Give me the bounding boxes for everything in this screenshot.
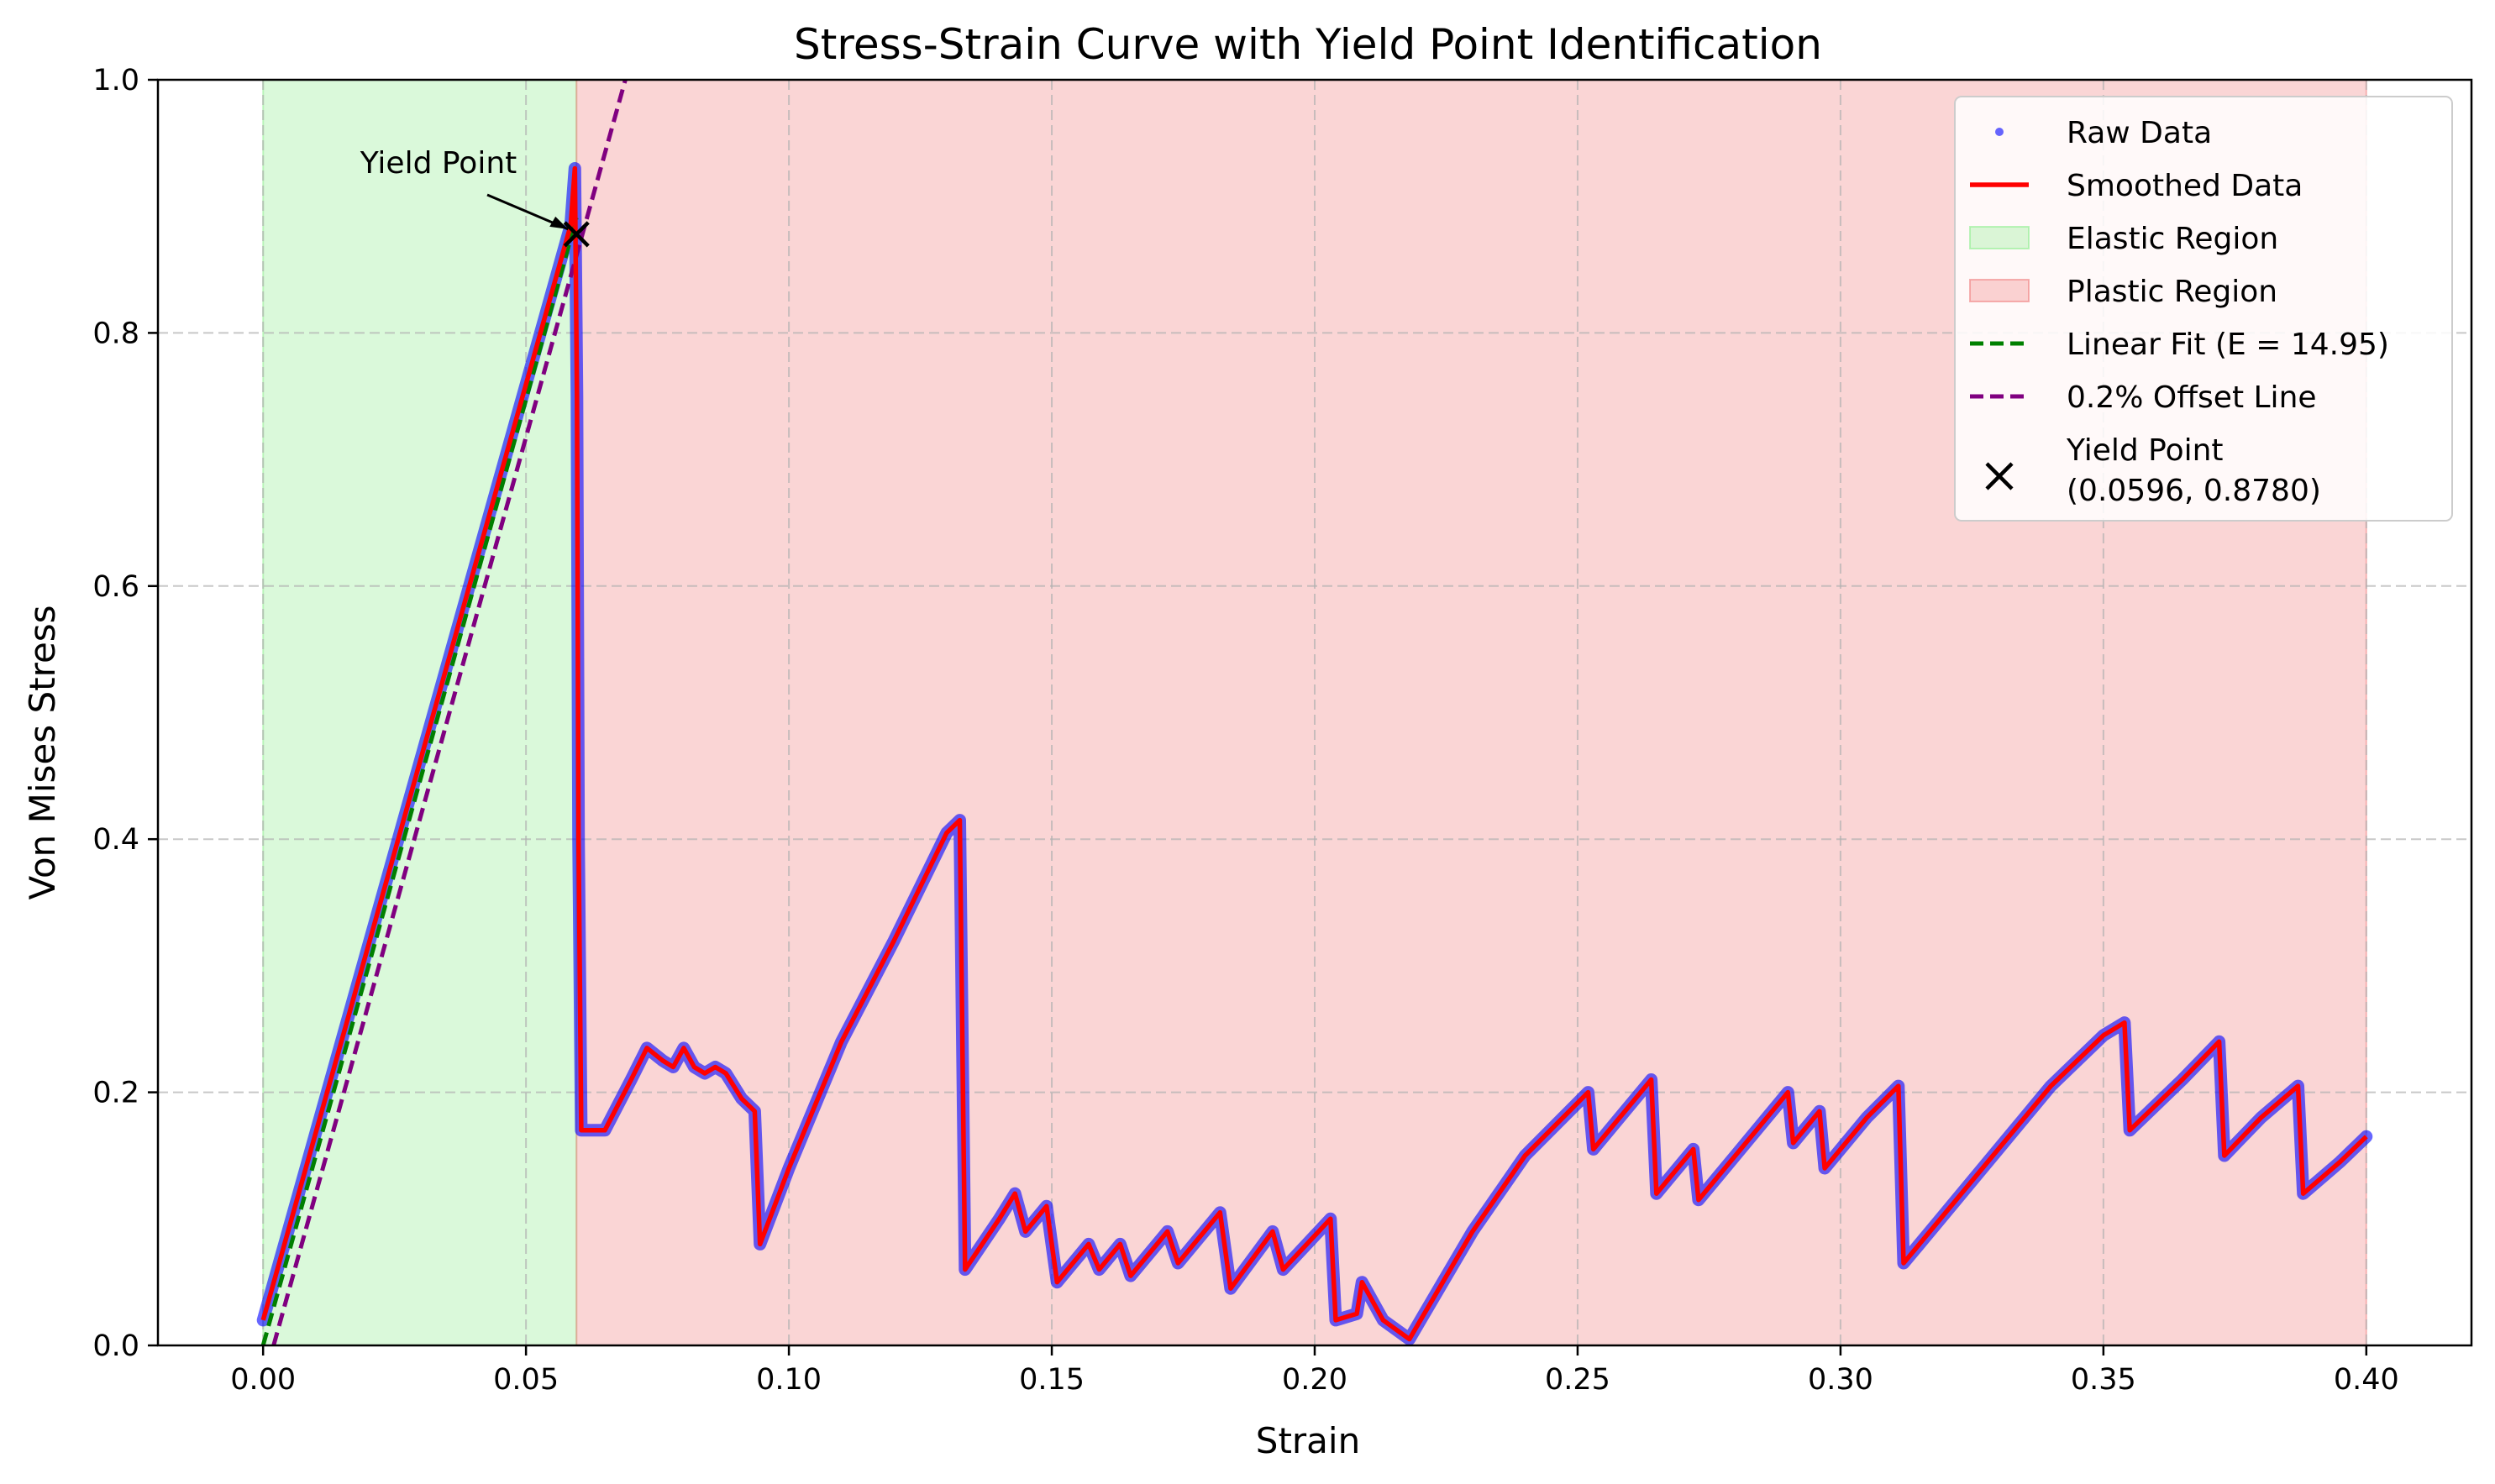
x-tick-label: 0.10 [756,1363,822,1397]
y-tick-label: 1.0 [92,64,139,97]
legend-box [1954,96,2453,522]
legend-label: Elastic Region [2067,222,2278,256]
y-tick-label: 0.2 [92,1077,139,1110]
legend-label: Yield Point [2066,433,2224,468]
series-layer [256,80,2373,1345]
legend: Raw Data Smoothed Data Elastic Region Plast… [1954,96,2453,522]
annotation-arrowhead [549,216,569,229]
legend-region-swatch [1969,279,2030,302]
y-tick-label: 0.0 [92,1329,139,1363]
x-axis-label: Strain [1256,1420,1360,1461]
yield-point-annotation: Yield Point [360,146,517,181]
x-tick-label: 0.30 [1808,1363,1873,1397]
legend-label: Smoothed Data [2067,169,2303,203]
x-tick-label: 0.35 [2071,1363,2136,1397]
x-tick-label: 0.40 [2334,1363,2399,1397]
legend-yield-swatch [1985,462,2014,490]
legend-label-yield-coords: (0.0596, 0.8780) [2067,474,2321,508]
x-tick-label: 0.20 [1282,1363,1347,1397]
chart-title: Stress-Strain Curve with Yield Point Ide… [794,20,1822,69]
x-tick-label: 0.05 [493,1363,559,1397]
axes-layer: Yield Point 0.00 0.05 0.10 0.15 0.20 0.25 0.30 0… [92,64,2473,1397]
y-tick-label: 0.8 [92,317,139,350]
x-tick-label: 0.25 [1545,1363,1610,1397]
yield-point-marker [563,221,590,248]
x-tick-label: 0.15 [1019,1363,1085,1397]
y-axis-label: Von Mises Stress [22,605,63,899]
legend-label: Linear Fit (E = 14.95) [2067,328,2389,362]
legend-label: 0.2% Offset Line [2067,380,2317,415]
smoothed-data-line [260,165,2368,1342]
legend-label: Plastic Region [2067,275,2277,309]
region-layer [262,79,2367,1346]
linear-fit-line [260,217,579,1345]
legend-raw-data-swatch [1995,128,2004,136]
y-tick-label: 0.6 [92,570,139,604]
x-tick-label: 0.00 [230,1363,296,1397]
legend-label: Raw Data [2067,116,2212,150]
y-tick-label: 0.4 [92,823,139,857]
legend-region-swatch [1969,226,2030,249]
